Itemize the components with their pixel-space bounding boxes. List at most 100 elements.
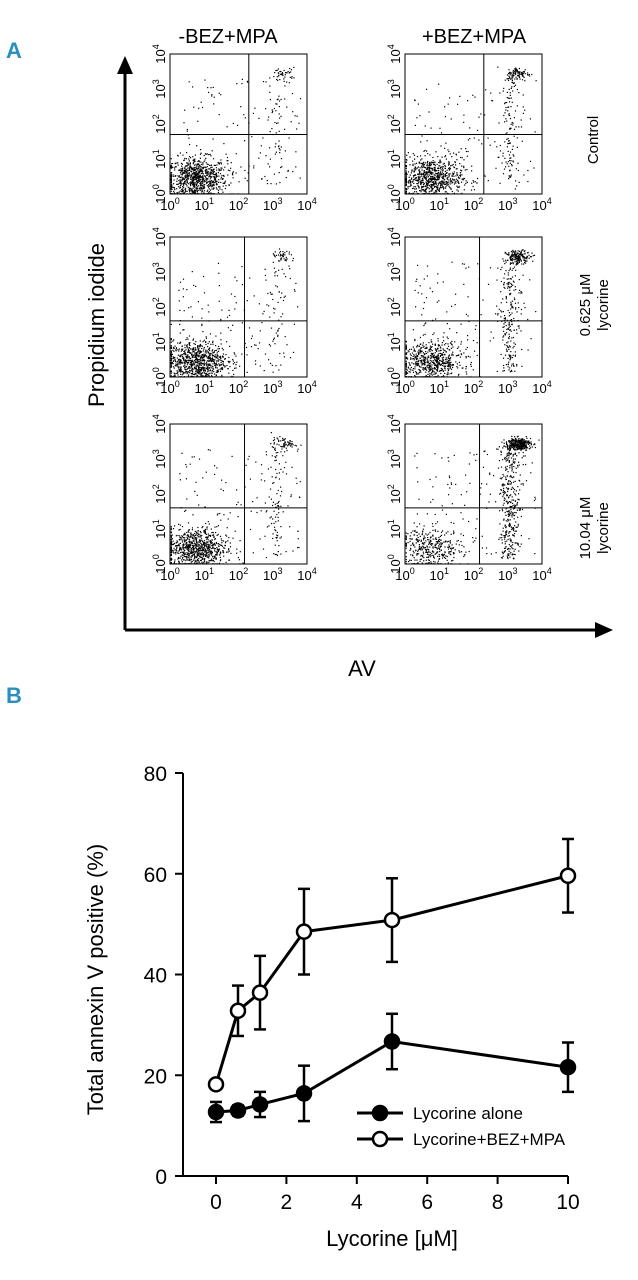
event-dot — [500, 280, 502, 283]
event-dot — [214, 557, 216, 559]
event-dot — [478, 116, 480, 118]
event-dot — [203, 339, 205, 341]
event-dot — [424, 190, 427, 192]
event-dot — [516, 260, 518, 262]
event-dot — [190, 364, 192, 366]
event-dot — [187, 178, 190, 180]
event-dot — [186, 356, 188, 358]
event-dot — [274, 146, 276, 148]
event-dot — [195, 170, 197, 173]
event-dot — [273, 254, 275, 256]
event-dot — [443, 376, 445, 378]
event-dot — [204, 170, 207, 172]
event-dot — [453, 166, 455, 168]
event-dot — [203, 562, 205, 564]
event-dot — [185, 183, 187, 186]
event-dot — [510, 314, 512, 316]
event-dot — [195, 171, 198, 173]
event-dot — [189, 162, 191, 164]
event-dot — [516, 88, 518, 91]
event-dot — [506, 350, 508, 352]
event-dot — [186, 556, 188, 558]
event-dot — [190, 548, 192, 550]
event-dot — [188, 554, 190, 557]
event-dot — [210, 551, 212, 554]
event-dot — [456, 159, 458, 161]
event-dot — [418, 173, 420, 175]
event-dot — [528, 254, 530, 256]
event-dot — [505, 296, 507, 298]
event-dot — [281, 254, 283, 256]
event-dot — [522, 94, 524, 96]
event-dot — [405, 368, 407, 371]
event-dot — [180, 366, 182, 368]
event-dot — [200, 367, 202, 369]
event-dot — [215, 366, 217, 368]
event-dot — [188, 169, 190, 171]
event-dot — [438, 178, 440, 180]
event-dot — [414, 174, 416, 176]
event-dot — [195, 352, 197, 354]
event-dot — [201, 308, 203, 310]
event-dot — [180, 373, 182, 375]
event-dot — [459, 177, 461, 179]
event-dot — [501, 320, 503, 322]
event-dot — [203, 175, 206, 177]
event-dot — [283, 352, 285, 354]
event-dot — [437, 187, 439, 189]
event-dot — [502, 311, 504, 313]
event-dot — [202, 354, 204, 356]
event-dot — [279, 79, 281, 81]
event-dot — [180, 371, 182, 373]
event-dot — [425, 368, 427, 370]
event-dot — [215, 345, 217, 347]
event-dot — [476, 354, 478, 357]
event-dot — [208, 554, 210, 556]
event-dot — [188, 176, 190, 178]
event-dot — [208, 320, 210, 322]
event-dot — [507, 309, 509, 311]
event-dot — [495, 313, 497, 315]
event-dot — [210, 365, 212, 367]
event-dot — [449, 366, 451, 368]
event-dot — [280, 316, 282, 318]
event-dot — [508, 322, 510, 324]
event-dot — [170, 359, 172, 361]
event-dot — [180, 171, 182, 173]
event-dot — [423, 302, 425, 304]
event-dot — [443, 188, 445, 190]
event-dot — [482, 299, 484, 301]
event-dot — [288, 82, 290, 84]
event-dot — [194, 537, 196, 539]
event-dot — [216, 367, 218, 369]
event-dot — [432, 177, 434, 179]
event-dot — [214, 555, 216, 557]
event-dot — [276, 286, 278, 288]
event-dot — [215, 356, 217, 358]
event-dot — [214, 177, 216, 179]
event-dot — [280, 70, 282, 73]
event-dot — [215, 367, 217, 369]
event-dot — [175, 349, 177, 351]
event-dot — [433, 191, 435, 193]
event-dot — [430, 357, 432, 359]
event-dot — [511, 101, 513, 103]
event-dot — [459, 356, 461, 358]
event-dot — [420, 175, 422, 177]
event-dot — [275, 183, 277, 185]
event-dot — [177, 183, 179, 185]
event-dot — [174, 376, 176, 378]
event-dot — [207, 186, 210, 188]
event-dot — [254, 344, 256, 346]
event-dot — [431, 361, 433, 363]
event-dot — [220, 339, 222, 341]
event-dot — [426, 358, 429, 360]
event-dot — [227, 549, 230, 551]
event-dot — [418, 187, 420, 189]
event-dot — [192, 187, 194, 189]
event-dot — [461, 263, 464, 265]
event-dot — [217, 533, 219, 536]
event-dot — [420, 189, 422, 192]
event-dot — [461, 178, 463, 181]
event-dot — [178, 289, 180, 291]
